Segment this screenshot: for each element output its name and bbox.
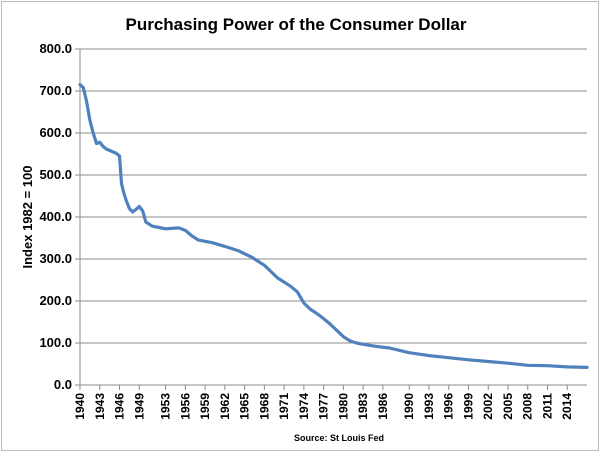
x-tick-label: 1965: [238, 393, 252, 420]
x-tick-label: 2008: [521, 393, 535, 420]
y-axis-label: Index 1982 = 100: [20, 166, 35, 269]
x-tick-label: 1983: [356, 393, 370, 420]
chart-title: Purchasing Power of the Consumer Dollar: [125, 15, 466, 34]
x-tick-label: 2014: [560, 393, 574, 420]
x-tick-label: 1993: [422, 393, 436, 420]
x-tick-label: 1943: [93, 393, 107, 420]
x-tick-label: 1990: [402, 393, 416, 420]
y-tick-label: 100.0: [39, 335, 72, 350]
series-line: [78, 83, 589, 369]
y-tick-label: 700.0: [39, 83, 72, 98]
y-tick-label: 200.0: [39, 293, 72, 308]
y-tick-label: 500.0: [39, 167, 72, 182]
x-tick-label: 1996: [442, 393, 456, 420]
series-group: [78, 83, 589, 369]
x-tick-label: 1953: [159, 393, 173, 420]
x-tick-label: 1980: [336, 393, 350, 420]
x-tick-label: 1956: [178, 393, 192, 420]
x-tick-label: 1962: [218, 393, 232, 420]
axes: [79, 49, 587, 386]
y-tick-label: 300.0: [39, 251, 72, 266]
x-tick-label: 1946: [113, 393, 127, 420]
x-tick-label: 1986: [376, 393, 390, 420]
x-tick-label: 1999: [461, 393, 475, 420]
grid-lines: [75, 48, 587, 386]
x-tick-label: 2002: [481, 393, 495, 420]
source-note: Source: St Louis Fed: [294, 433, 384, 443]
x-tick-label: 2005: [501, 393, 515, 420]
y-tick-label: 0.0: [54, 377, 72, 392]
y-tick-labels: 0.0 100.0 200.0 300.0 400.0 500.0 600.0 700.0 80…: [39, 41, 72, 392]
x-tick-label: 1959: [198, 393, 212, 420]
x-tick-labels: 1940 1943 1946 1949 1953 1956 1959 1962 1965 1968…: [73, 385, 574, 420]
y-tick-label: 600.0: [39, 125, 72, 140]
x-tick-label: 2011: [540, 393, 554, 419]
x-tick-label: 1968: [257, 393, 271, 420]
x-tick-label: 1974: [297, 393, 311, 420]
x-tick-label: 1977: [317, 393, 331, 420]
y-tick-label: 800.0: [39, 41, 72, 56]
y-tick-label: 400.0: [39, 209, 72, 224]
x-tick-label: 1940: [73, 393, 87, 420]
x-tick-label: 1971: [277, 393, 291, 420]
x-tick-label: 1949: [132, 393, 146, 420]
